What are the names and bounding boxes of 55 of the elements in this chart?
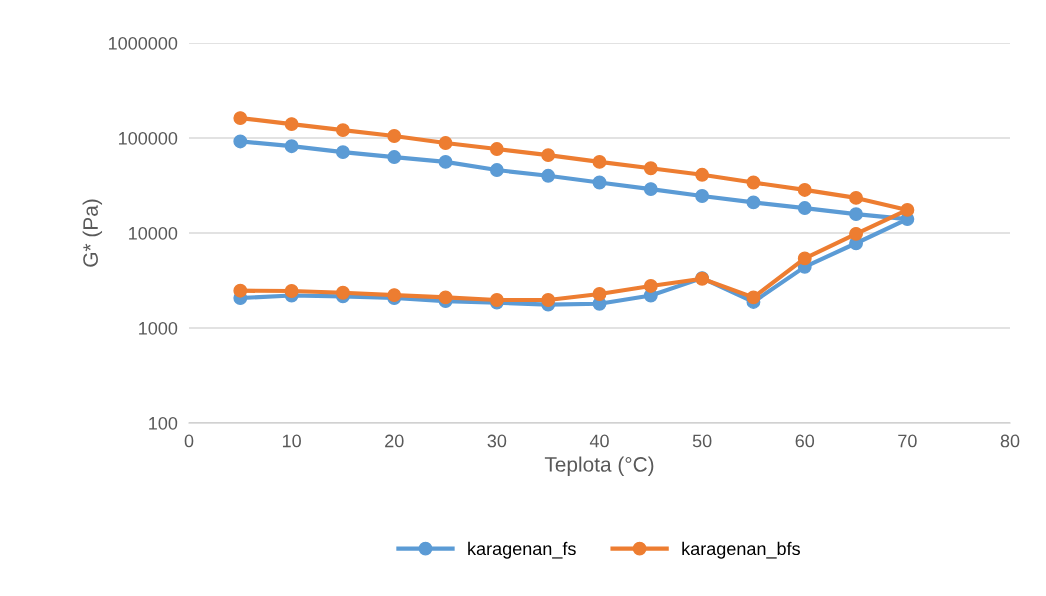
y-tick-label: 1000000 xyxy=(108,36,178,50)
point xyxy=(797,201,812,216)
point xyxy=(746,290,761,305)
point xyxy=(387,150,402,165)
x-tick-label: 10 xyxy=(282,434,301,448)
x-tick-label: 60 xyxy=(795,434,815,448)
legend-label: karagenan_fs xyxy=(468,541,576,559)
point xyxy=(643,161,658,176)
point xyxy=(746,195,761,210)
point xyxy=(849,226,864,241)
point xyxy=(746,175,761,190)
point xyxy=(592,287,607,301)
point xyxy=(541,168,556,183)
point xyxy=(695,189,710,203)
y-tick-label: 100 xyxy=(149,416,178,430)
point xyxy=(489,142,504,156)
x-tick-label: 0 xyxy=(184,434,194,448)
point xyxy=(849,190,864,205)
point xyxy=(284,117,299,132)
x-tick-label: 40 xyxy=(589,434,609,448)
y-tick-label: 1000 xyxy=(139,321,178,335)
point xyxy=(489,163,504,177)
legend-label: karagenan_bfs xyxy=(682,541,800,559)
point xyxy=(849,207,864,222)
point xyxy=(438,154,453,169)
point xyxy=(643,182,658,197)
point xyxy=(900,202,915,217)
point xyxy=(387,129,402,143)
y-tick-label: 10000 xyxy=(129,226,178,240)
point xyxy=(695,167,710,182)
point xyxy=(335,285,350,300)
point xyxy=(438,290,453,305)
x-tick-label: 80 xyxy=(1000,434,1020,448)
point xyxy=(233,134,248,149)
point xyxy=(335,145,350,160)
point xyxy=(797,182,812,197)
point xyxy=(233,111,248,126)
x-tick-label: 20 xyxy=(385,434,404,448)
point xyxy=(335,123,350,138)
point xyxy=(284,284,299,298)
point xyxy=(541,148,556,163)
y-tick-label: 100000 xyxy=(119,131,178,145)
y-axis-title: G* (Pa) xyxy=(82,199,103,267)
point xyxy=(284,139,299,154)
point xyxy=(438,136,453,150)
x-axis-title: Teplota (°C) xyxy=(544,456,654,476)
point xyxy=(592,154,607,169)
point xyxy=(541,293,556,307)
point xyxy=(233,283,248,298)
point xyxy=(797,251,812,266)
x-tick-label: 70 xyxy=(898,434,917,448)
x-tick-label: 50 xyxy=(692,434,712,448)
point xyxy=(643,279,658,293)
point xyxy=(592,175,607,190)
x-tick-label: 30 xyxy=(487,434,507,448)
